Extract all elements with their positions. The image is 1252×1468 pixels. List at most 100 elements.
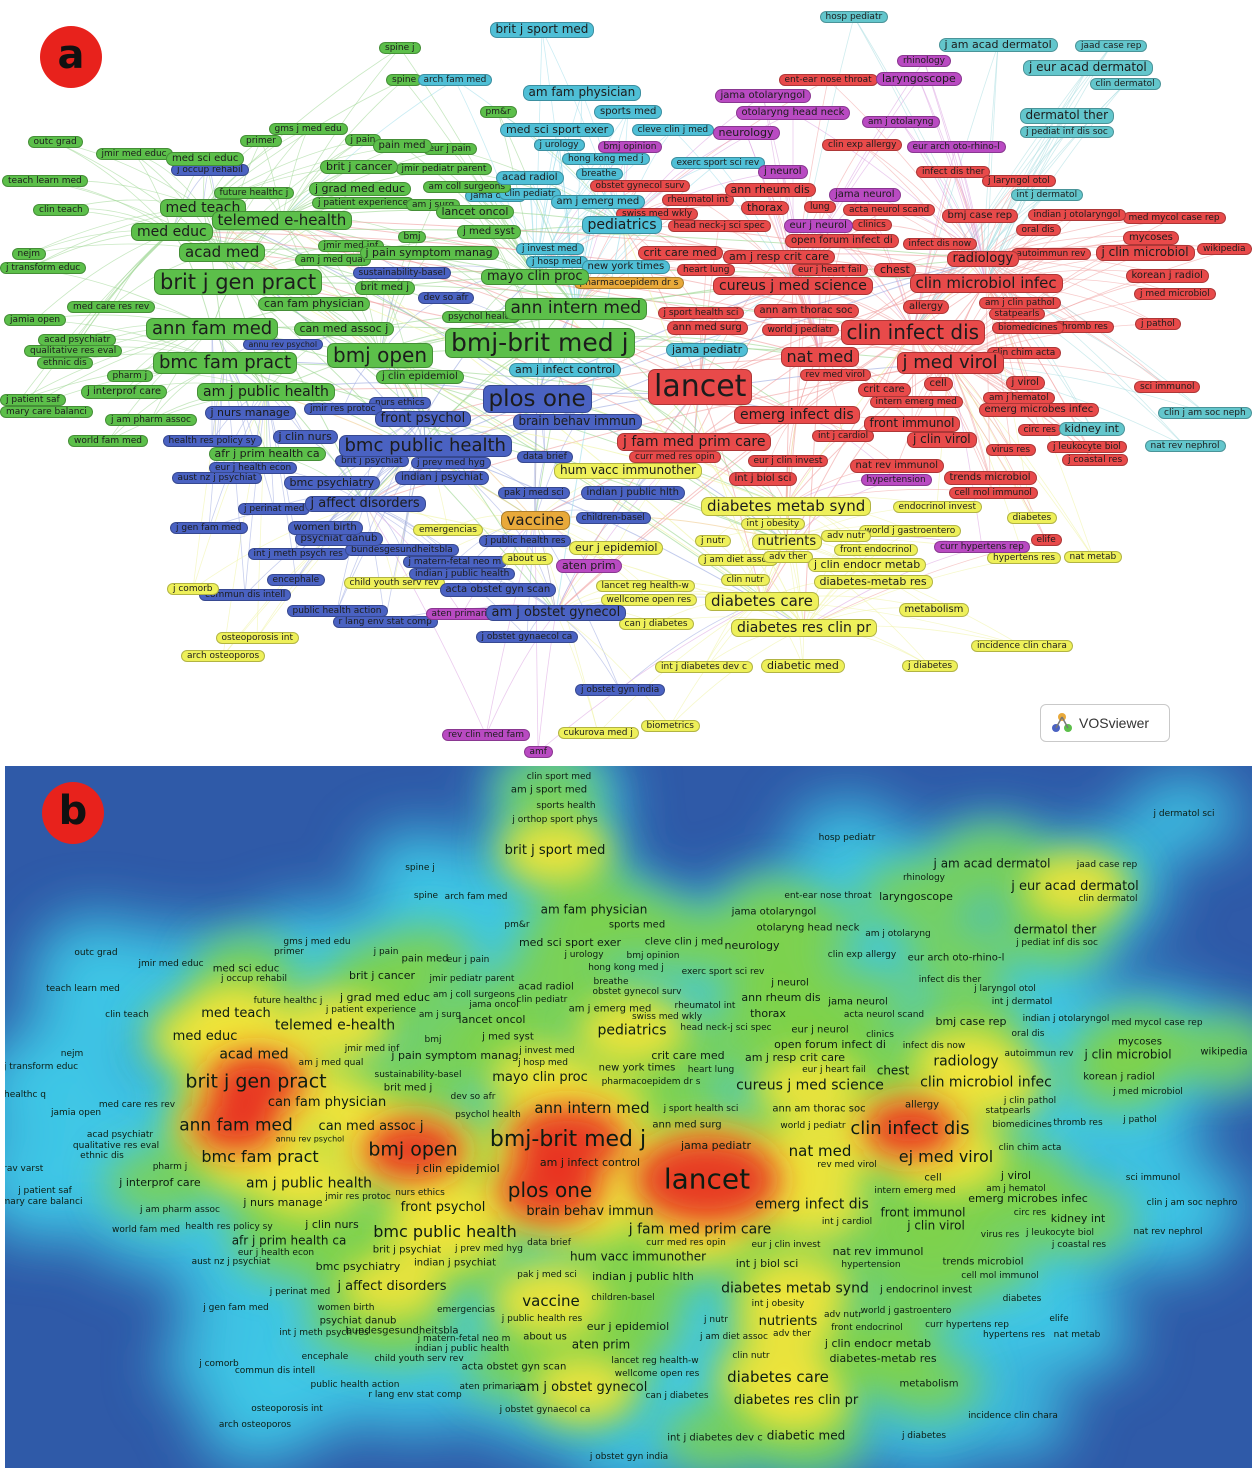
journal-node-infect-dis-ther[interactable]: infect dis ther [916, 166, 991, 179]
journal-node-med-educ[interactable]: med educ [131, 223, 213, 242]
journal-node-indian-j-psychiat[interactable]: indian j psychiat [395, 471, 489, 485]
journal-node-pak-j-med-sci[interactable]: pak j med sci [498, 487, 570, 500]
journal-node-j-neurol[interactable]: j neurol [758, 165, 808, 179]
journal-node-j-laryngol-otol[interactable]: j laryngol otol [982, 175, 1056, 188]
journal-node-bmc-psychiatry[interactable]: bmc psychiatry [283, 475, 381, 491]
journal-node-mycoses[interactable]: mycoses [1123, 231, 1179, 245]
journal-node-wellcome-open-res[interactable]: wellcome open res [600, 594, 698, 607]
journal-node-aust-nz-j-psychiat[interactable]: aust nz j psychiat [171, 472, 263, 485]
journal-node-dermatol-ther[interactable]: dermatol ther [1019, 108, 1115, 124]
journal-node-bmj-open[interactable]: bmj open [327, 342, 434, 368]
journal-node-j-am-acad-dermatol[interactable]: j am acad dermatol [938, 37, 1058, 53]
journal-node-nejm[interactable]: nejm [11, 248, 47, 261]
journal-node-spine-j[interactable]: spine j [379, 42, 421, 55]
journal-node-bmj-brit-med-j[interactable]: bmj-brit med j [445, 327, 635, 359]
journal-node-j-med-microbiol[interactable]: j med microbiol [1134, 288, 1216, 301]
journal-node-j-patient-experience[interactable]: j patient experience [312, 197, 415, 210]
journal-node-jmir-med-educ[interactable]: jmir med educ [95, 148, 173, 161]
journal-node-acad-med[interactable]: acad med [179, 242, 266, 262]
journal-node-jama-neurol[interactable]: jama neurol [829, 188, 901, 202]
journal-node-pharm-j[interactable]: pharm j [106, 370, 154, 383]
journal-node-j-med-virol[interactable]: j med virol [896, 351, 1004, 375]
journal-node-j-med-syst[interactable]: j med syst [457, 225, 521, 239]
journal-node-otolaryng-head-neck[interactable]: otolaryng head neck [735, 106, 851, 120]
journal-node-bundesgesundheitsbla[interactable]: bundesgesundheitsbla [345, 544, 459, 557]
journal-node-about-us[interactable]: about us [501, 553, 553, 566]
journal-node-eur-j-clin-invest[interactable]: eur j clin invest [747, 455, 829, 468]
journal-node-diabetes-care[interactable]: diabetes care [705, 591, 819, 611]
journal-node-data-brief[interactable]: data brief [517, 451, 573, 464]
journal-node-emergencias[interactable]: emergencias [413, 524, 483, 537]
journal-node-j-eur-acad-dermatol[interactable]: j eur acad dermatol [1023, 60, 1153, 76]
journal-node-diabetic-med[interactable]: diabetic med [761, 658, 845, 674]
journal-node-j-nutr[interactable]: j nutr [695, 535, 731, 548]
journal-node-thorax[interactable]: thorax [741, 200, 789, 216]
journal-node-new-york-times[interactable]: new york times [581, 260, 671, 274]
journal-node-aten-prim[interactable]: aten prim [556, 558, 622, 574]
journal-node-hypertension[interactable]: hypertension [860, 474, 932, 487]
journal-node-j-interprof-care[interactable]: j interprof care [81, 385, 167, 399]
journal-node-int-j-diabetes-dev-c[interactable]: int j diabetes dev c [655, 661, 753, 674]
journal-node-jamia-open[interactable]: jamia open [4, 314, 67, 327]
journal-node-cureus-j-med-science[interactable]: cureus j med science [713, 277, 873, 296]
journal-node-am-j-resp-crit-care[interactable]: am j resp crit care [723, 249, 836, 265]
journal-node-cukurova-med-j[interactable]: cukurova med j [557, 727, 639, 740]
journal-node-children-basel[interactable]: children-basel [575, 512, 651, 525]
journal-node-laryngoscope[interactable]: laryngoscope [876, 71, 962, 87]
journal-node-korean-j-radiol[interactable]: korean j radiol [1125, 269, 1209, 283]
journal-node-j-matern-fetal-neo-m[interactable]: j matern-fetal neo m [402, 556, 508, 569]
journal-node-bmj[interactable]: bmj [397, 231, 427, 244]
journal-node-rev-clin-med-fam[interactable]: rev clin med fam [442, 729, 531, 742]
journal-node-j-transform-educ[interactable]: j transform educ [0, 262, 87, 275]
journal-node-outc-grad[interactable]: outc grad [27, 136, 83, 149]
journal-node-oral-dis[interactable]: oral dis [1015, 224, 1061, 237]
journal-node-front-endocrinol[interactable]: front endocrinol [834, 544, 918, 557]
journal-node-j-public-health-res[interactable]: j public health res [479, 535, 572, 548]
journal-node-can-fam-physician[interactable]: can fam physician [258, 296, 371, 312]
journal-node-j-clin-virol[interactable]: j clin virol [907, 432, 977, 448]
journal-node-bmj-opinion[interactable]: bmj opinion [597, 141, 663, 154]
journal-node-clin-chim-acta[interactable]: clin chim acta [986, 347, 1062, 360]
journal-node-biomedicines[interactable]: biomedicines [992, 322, 1064, 335]
journal-node-gms-j-med-edu[interactable]: gms j med edu [268, 123, 348, 136]
journal-node-sports-med[interactable]: sports med [594, 105, 663, 119]
journal-node-statpearls[interactable]: statpearls [988, 308, 1046, 321]
journal-node-hosp-pediatr[interactable]: hosp pediatr [819, 11, 889, 24]
journal-node-neurology[interactable]: neurology [712, 125, 780, 141]
journal-node-can-med-assoc-j[interactable]: can med assoc j [293, 321, 395, 337]
journal-node-jama-otolaryngol[interactable]: jama otolaryngol [714, 89, 812, 103]
journal-node-arch-fam-med[interactable]: arch fam med [417, 74, 493, 87]
journal-node-r-lang-env-stat-comp[interactable]: r lang env stat comp [332, 616, 438, 629]
journal-node-lancet-reg-health-w[interactable]: lancet reg health-w [595, 580, 695, 593]
journal-node-future-healthc-j[interactable]: future healthc j [213, 187, 295, 200]
journal-node-j-comorb[interactable]: j comorb [167, 583, 219, 596]
journal-node-am-j-emerg-med[interactable]: am j emerg med [550, 195, 646, 209]
journal-node-j-hosp-med[interactable]: j hosp med [526, 256, 588, 269]
journal-node-diabetes-metab-res[interactable]: diabetes-metab res [813, 574, 933, 590]
journal-node-clin-pediatr[interactable]: clin pediatr [498, 188, 562, 201]
journal-node-brit-j-sport-med[interactable]: brit j sport med [489, 22, 595, 38]
journal-node-ann-fam-med[interactable]: ann fam med [146, 317, 279, 341]
journal-node-clin-dermatol[interactable]: clin dermatol [1089, 78, 1161, 91]
journal-node-brit-j-cancer[interactable]: brit j cancer [320, 159, 399, 175]
journal-node-int-j-biol-sci[interactable]: int j biol sci [728, 472, 798, 486]
journal-node-nat-rev-nephrol[interactable]: nat rev nephrol [1144, 440, 1226, 453]
journal-node-infect-dis-now[interactable]: infect dis now [902, 238, 978, 251]
journal-node-ann-med-surg[interactable]: ann med surg [666, 321, 748, 335]
journal-node-commun-dis-intell[interactable]: commun dis intell [199, 589, 292, 602]
journal-node-arch-osteoporos[interactable]: arch osteoporos [181, 650, 266, 663]
journal-node-crit-care[interactable]: crit care [857, 383, 911, 397]
journal-node-j-prev-med-hyg[interactable]: j prev med hyg [411, 457, 491, 470]
journal-node-emerg-microbes-infec[interactable]: emerg microbes infec [978, 403, 1100, 417]
journal-node-front-psychol[interactable]: front psychol [374, 410, 472, 428]
journal-node-nat-med[interactable]: nat med [780, 347, 860, 368]
journal-node-nat-metab[interactable]: nat metab [1063, 551, 1123, 564]
journal-node-health-res-policy-sy[interactable]: health res policy sy [162, 435, 262, 448]
journal-node-wikipedia[interactable]: wikipedia [1197, 243, 1252, 256]
journal-node-j-nurs-manage[interactable]: j nurs manage [204, 405, 296, 421]
journal-node-nutrients[interactable]: nutrients [751, 533, 823, 551]
journal-node-ent-ear-nose-throat[interactable]: ent-ear nose throat [778, 74, 878, 87]
journal-node-intern-emerg-med[interactable]: intern emerg med [869, 396, 963, 409]
journal-node-amf[interactable]: amf [523, 746, 553, 759]
journal-node-jmir-res-protoc[interactable]: jmir res protoc [304, 403, 382, 416]
